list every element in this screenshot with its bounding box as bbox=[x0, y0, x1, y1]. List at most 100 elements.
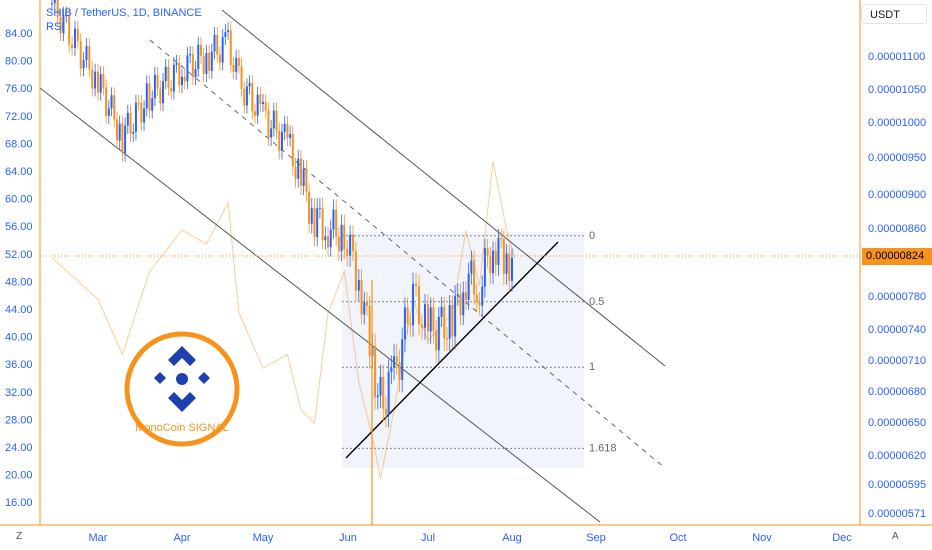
candle-body bbox=[443, 306, 446, 339]
right-tick-label: 0.00000740 bbox=[868, 324, 926, 336]
candle-body bbox=[327, 236, 330, 248]
candle-body bbox=[134, 102, 137, 132]
candle-body bbox=[343, 224, 346, 250]
x-axis: Mar Apr May Jun Jul Aug Sep Oct Nov Dec bbox=[89, 532, 853, 544]
candle-body bbox=[140, 102, 143, 123]
left-tick-label: 72.00 bbox=[5, 111, 33, 123]
fib-level-label: 1.618 bbox=[589, 442, 617, 454]
x-tick-label: Dec bbox=[832, 532, 852, 544]
candle-body bbox=[365, 302, 368, 306]
candle-body bbox=[418, 285, 421, 325]
candle-body bbox=[464, 292, 467, 300]
candle-body bbox=[251, 83, 254, 112]
candle-body bbox=[181, 76, 183, 86]
candle-body bbox=[210, 51, 213, 71]
candle-body bbox=[494, 250, 497, 265]
candle-body bbox=[456, 294, 459, 296]
candle-body bbox=[357, 279, 360, 291]
candle-body bbox=[335, 209, 338, 237]
candle-body bbox=[235, 57, 238, 72]
candle-body bbox=[143, 108, 146, 123]
candle-body bbox=[216, 34, 219, 55]
candle-body bbox=[272, 110, 275, 129]
candle-body bbox=[470, 260, 473, 274]
candle-body bbox=[237, 57, 240, 66]
candle-body bbox=[289, 133, 292, 139]
candle-body bbox=[310, 208, 313, 224]
candle-body bbox=[221, 36, 224, 63]
candle-body bbox=[73, 28, 76, 49]
support-trendline[interactable] bbox=[345, 241, 559, 459]
x-tick-label: Sep bbox=[586, 532, 606, 544]
candle-body bbox=[398, 362, 401, 380]
left-tick-label: 56.00 bbox=[5, 221, 33, 233]
candle-body bbox=[500, 238, 503, 240]
x-tick-label: Nov bbox=[752, 532, 772, 544]
candle-body bbox=[189, 54, 192, 56]
candle-body bbox=[113, 95, 116, 120]
candle-body bbox=[308, 191, 311, 224]
candle-body bbox=[390, 367, 393, 372]
candle-body bbox=[321, 207, 324, 241]
candle-body bbox=[427, 304, 429, 332]
channel-middle-line[interactable] bbox=[149, 39, 666, 469]
candle-body bbox=[267, 110, 270, 138]
candle-body bbox=[132, 131, 135, 134]
candle-body bbox=[240, 65, 243, 89]
candle-body bbox=[360, 279, 363, 315]
channel-upper-line[interactable] bbox=[221, 9, 666, 367]
currency-unit-button[interactable]: USDT bbox=[861, 4, 927, 24]
left-tick-label: 32.00 bbox=[5, 387, 33, 399]
candle-body bbox=[395, 356, 398, 363]
candle-body bbox=[59, 17, 62, 34]
channel-lower-line[interactable] bbox=[39, 87, 601, 523]
monocoin-logo: MonoCoin SIGNAL bbox=[124, 331, 240, 447]
candle-body bbox=[129, 112, 132, 134]
candle-body bbox=[115, 119, 118, 141]
timezone-button[interactable]: Z bbox=[16, 531, 23, 542]
left-tick-label: 36.00 bbox=[5, 359, 33, 371]
auto-scale-button[interactable]: A bbox=[892, 531, 899, 542]
candle-body bbox=[354, 251, 357, 291]
candle-body bbox=[376, 395, 379, 398]
right-tick-label: 0.00000571 bbox=[868, 508, 926, 520]
candle-body bbox=[50, 3, 53, 5]
candle-body bbox=[451, 305, 454, 337]
left-tick-label: 48.00 bbox=[5, 276, 33, 288]
candle-body bbox=[151, 98, 154, 111]
fib-retracement-box[interactable] bbox=[342, 232, 584, 468]
left-tick-label: 68.00 bbox=[5, 138, 33, 150]
right-tick-label: 0.00001050 bbox=[868, 84, 926, 96]
candle-body bbox=[170, 87, 173, 92]
candle-body bbox=[286, 123, 289, 139]
candle-body bbox=[162, 81, 165, 104]
candle-body bbox=[62, 14, 65, 34]
x-tick-label: Jul bbox=[421, 532, 435, 544]
chart-header: SHIB / TetherUS, 1D, BINANCE RSI bbox=[46, 6, 202, 34]
candle-body bbox=[262, 101, 264, 104]
x-tick-label: Apr bbox=[173, 532, 190, 544]
candle-body bbox=[227, 30, 230, 32]
right-axis: 0.00001100 0.00001050 0.00001000 0.00000950… bbox=[868, 51, 926, 520]
candle-body bbox=[424, 304, 427, 328]
right-tick-label: 0.00000620 bbox=[868, 450, 926, 462]
candle-body bbox=[313, 208, 316, 238]
candle-body bbox=[208, 52, 211, 71]
candle-body bbox=[337, 236, 340, 252]
candle-body bbox=[505, 253, 508, 274]
candle-body bbox=[363, 302, 366, 315]
candle-body bbox=[486, 248, 489, 257]
left-tick-label: 28.00 bbox=[5, 414, 33, 426]
candle-body bbox=[248, 83, 251, 87]
candle-body bbox=[379, 376, 382, 396]
right-tick-label: 0.00000860 bbox=[868, 223, 926, 235]
candle-body bbox=[415, 283, 418, 286]
left-tick-label: 60.00 bbox=[5, 194, 33, 206]
candle-body bbox=[305, 168, 308, 192]
candle-body bbox=[478, 302, 481, 306]
candle-body bbox=[91, 69, 94, 89]
candle-body bbox=[97, 71, 99, 93]
left-axis: 84.00 80.00 76.00 72.00 68.00 64.00 60.00 56.00… bbox=[5, 28, 33, 509]
candle-body bbox=[462, 292, 465, 316]
